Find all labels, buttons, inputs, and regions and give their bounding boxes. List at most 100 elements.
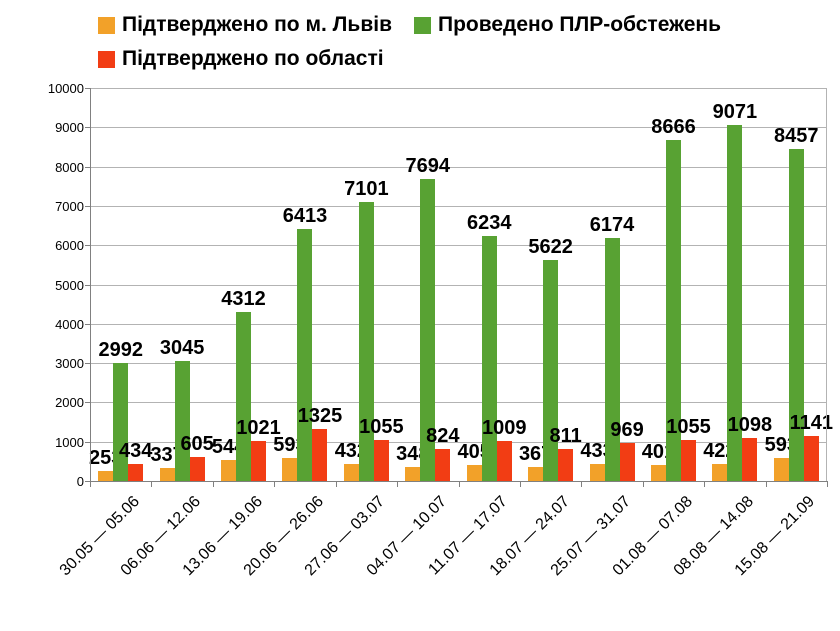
legend-item-confirmed-lviv-city: Підтверджено по м. Львів xyxy=(98,13,392,37)
bar-lviv-city xyxy=(159,467,175,481)
gridline xyxy=(90,88,827,89)
x-axis-tick xyxy=(642,482,644,487)
gridline xyxy=(90,402,827,404)
legend-row: Підтверджено по області xyxy=(98,42,721,76)
y-axis-label: 3000 xyxy=(55,356,84,372)
legend-swatch-orange-icon xyxy=(98,16,115,34)
bar-value-label: 8457 xyxy=(774,124,819,147)
bar-value-label: 5622 xyxy=(528,236,573,259)
y-axis-label: 6000 xyxy=(55,238,84,254)
bar-oblast xyxy=(373,439,389,481)
bar-pcr-tests xyxy=(236,311,252,481)
bar-value-label: 6413 xyxy=(282,204,328,227)
bar-lviv-city xyxy=(282,457,298,481)
bar-lviv-city xyxy=(650,465,666,481)
bar-oblast xyxy=(496,441,512,481)
bar-pcr-tests xyxy=(113,363,129,481)
x-axis-tick xyxy=(397,482,399,487)
legend-label-pcr-tests: Проведено ПЛР-обстежень xyxy=(437,13,722,36)
bar-value-label: 969 xyxy=(610,418,644,441)
gridline xyxy=(90,166,827,168)
x-axis-line xyxy=(90,481,828,482)
bar-value-label: 2992 xyxy=(98,339,143,362)
bar-pcr-tests xyxy=(665,140,681,481)
x-axis-tick xyxy=(765,482,767,487)
x-axis-tick xyxy=(704,482,706,487)
y-axis-tick xyxy=(85,402,90,404)
bar-oblast xyxy=(680,439,696,481)
bar-value-label: 7694 xyxy=(405,154,451,177)
bar-pcr-tests xyxy=(788,148,804,481)
bar-value-label: 8666 xyxy=(651,116,696,139)
bar-lviv-city xyxy=(221,459,237,481)
y-axis-tick xyxy=(85,441,90,443)
bar-lviv-city xyxy=(466,465,482,481)
legend-swatch-green-icon xyxy=(413,16,431,34)
bar-value-label: 4312 xyxy=(221,287,266,310)
bar-oblast xyxy=(435,448,451,481)
y-axis-tick xyxy=(85,245,90,247)
x-axis-tick xyxy=(519,482,521,487)
bar-pcr-tests xyxy=(543,260,559,481)
bar-value-label: 7101 xyxy=(344,177,389,200)
x-axis-tick xyxy=(335,482,337,487)
y-axis-label: 1000 xyxy=(55,434,84,450)
bar-lviv-city xyxy=(405,467,421,481)
gridline xyxy=(90,441,827,443)
bar-value-label: 1141 xyxy=(789,412,833,435)
bar-oblast xyxy=(189,457,205,481)
gridline xyxy=(90,245,827,247)
y-axis-label: 9000 xyxy=(55,120,84,136)
legend-row: Підтверджено по м. Львів Проведено ПЛР-о… xyxy=(98,8,721,42)
bar-oblast xyxy=(312,428,328,481)
bar-pcr-tests xyxy=(481,236,497,481)
y-axis-label: 5000 xyxy=(55,277,84,293)
bar-lviv-city xyxy=(589,463,605,481)
gridline xyxy=(90,363,827,365)
y-axis-label: 0 xyxy=(76,474,84,489)
bar-lviv-city xyxy=(773,457,789,481)
gridline xyxy=(90,284,827,286)
y-axis-tick xyxy=(85,363,90,365)
legend-label-confirmed-oblast: Підтверджено по області xyxy=(122,47,384,70)
bar-value-label: 9071 xyxy=(712,100,758,123)
bar-pcr-tests xyxy=(174,361,190,481)
gridline xyxy=(90,323,827,325)
bar-lviv-city xyxy=(712,464,728,481)
bar-oblast xyxy=(619,442,635,481)
bar-pcr-tests xyxy=(297,228,313,481)
bar-value-label: 1009 xyxy=(481,417,527,440)
y-axis-line xyxy=(90,88,91,482)
bar-value-label: 6174 xyxy=(589,214,635,237)
bar-value-label: 811 xyxy=(549,425,582,448)
bar-value-label: 1325 xyxy=(297,404,343,427)
y-axis-label: 8000 xyxy=(55,159,84,175)
legend-item-pcr-tests: Проведено ПЛР-обстежень xyxy=(413,13,722,37)
bar-lviv-city xyxy=(343,464,359,481)
gridline xyxy=(90,127,827,129)
plot-area: 253 2992 434 337 3045 605 544 4312 1021 593 6413 13… xyxy=(89,88,833,481)
bar-value-label: 6234 xyxy=(466,212,512,235)
y-axis-label: 2000 xyxy=(55,395,84,411)
bar-oblast xyxy=(558,449,574,481)
chart-legend: Підтверджено по м. Львів Проведено ПЛР-о… xyxy=(98,8,721,76)
bar-value-label: 3045 xyxy=(159,337,205,360)
bar-value-label: 605 xyxy=(180,433,214,456)
y-axis-tick xyxy=(85,323,90,325)
x-axis-tick xyxy=(212,482,214,487)
bar-value-label: 1055 xyxy=(666,415,711,438)
bar-pcr-tests xyxy=(727,124,743,481)
x-axis-tick xyxy=(90,482,91,487)
bar-value-label: 434 xyxy=(119,439,153,462)
bar-oblast xyxy=(251,440,267,481)
bar-pcr-tests xyxy=(604,238,620,481)
x-axis-tick xyxy=(827,482,828,487)
plot-right-border xyxy=(826,88,827,481)
bar-lviv-city xyxy=(98,471,114,481)
x-axis-tick xyxy=(151,482,153,487)
x-axis-tick xyxy=(274,482,276,487)
y-axis-tick xyxy=(85,284,90,286)
legend-swatch-red-icon xyxy=(98,50,115,68)
bar-oblast xyxy=(742,437,758,481)
